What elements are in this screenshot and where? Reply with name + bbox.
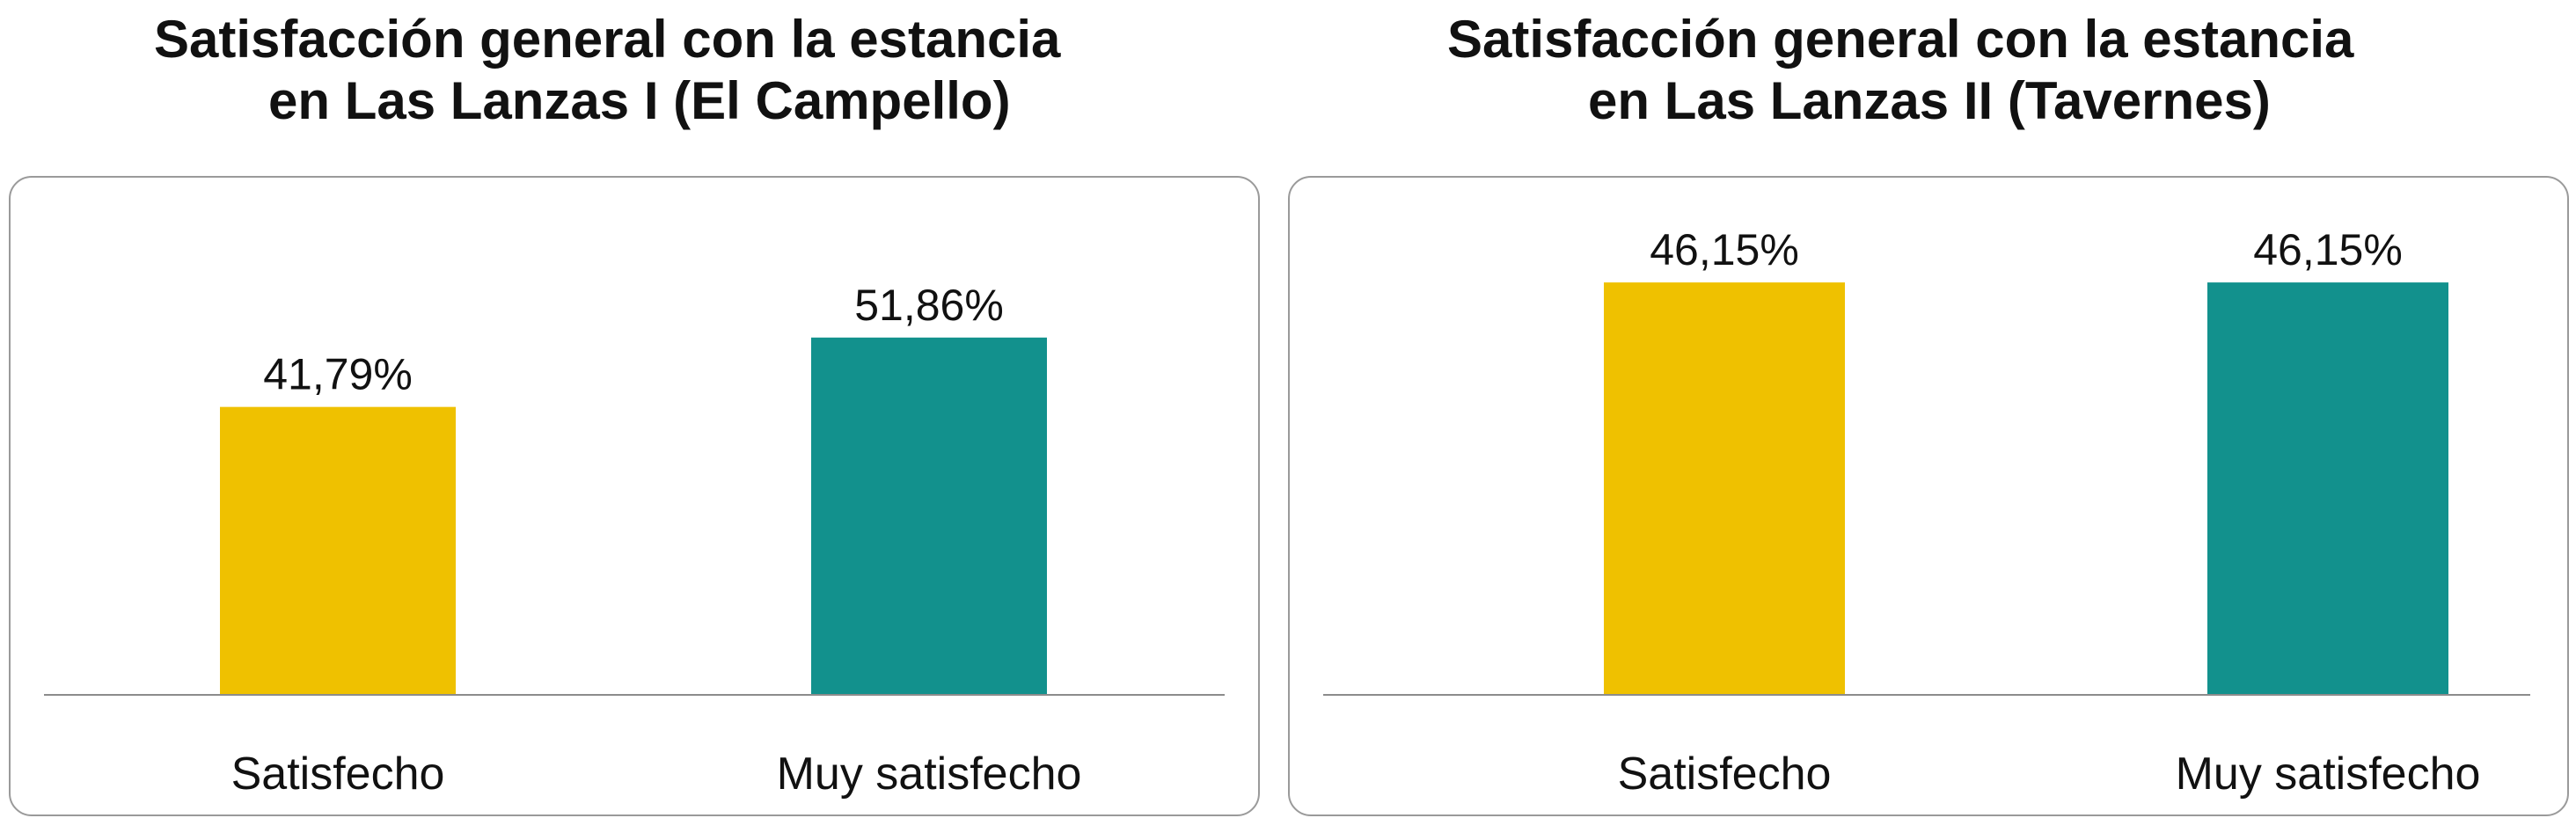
data-label: 51,86% — [854, 281, 1004, 330]
category-label: Muy satisfecho — [2176, 749, 2481, 800]
bar-muy-satisfecho — [811, 337, 1047, 695]
chart-frame: 41,79% Satisfecho 51,86% Muy satisfecho — [9, 176, 1260, 816]
chart-title: Satisfacción general con la estancia en … — [1284, 9, 2576, 132]
chart-satisfaccion-lanzas-ii: Satisfacción general con la estancia en … — [1284, 0, 2576, 840]
chart-satisfaccion-lanzas-i: Satisfacción general con la estancia en … — [0, 0, 1276, 840]
bar-satisfecho — [220, 406, 456, 695]
category-label: Muy satisfecho — [777, 749, 1082, 800]
data-label: 41,79% — [263, 350, 413, 399]
chart-plot: 46,15% Satisfecho 46,15% Muy satisfecho — [1323, 225, 2530, 800]
data-label: 46,15% — [2253, 225, 2403, 274]
chart-title-line-1: Satisfacción general con la estancia — [1447, 10, 2354, 69]
chart-plot: 41,79% Satisfecho 51,86% Muy satisfecho — [44, 281, 1225, 800]
data-label: 46,15% — [1650, 225, 1799, 274]
chart-title-line-2: en Las Lanzas II (Tavernes) — [1588, 71, 2271, 130]
chart-title: Satisfacción general con la estancia en … — [0, 9, 1276, 132]
bar-muy-satisfecho — [2207, 282, 2448, 695]
category-label: Satisfecho — [1618, 749, 1832, 800]
chart-title-line-2: en Las Lanzas I (El Campello) — [268, 71, 1011, 130]
chart-title-line-1: Satisfacción general con la estancia — [154, 10, 1061, 69]
category-label: Satisfecho — [231, 749, 445, 800]
chart-frame: 46,15% Satisfecho 46,15% Muy satisfecho — [1288, 176, 2569, 816]
bar-satisfecho — [1604, 282, 1845, 695]
